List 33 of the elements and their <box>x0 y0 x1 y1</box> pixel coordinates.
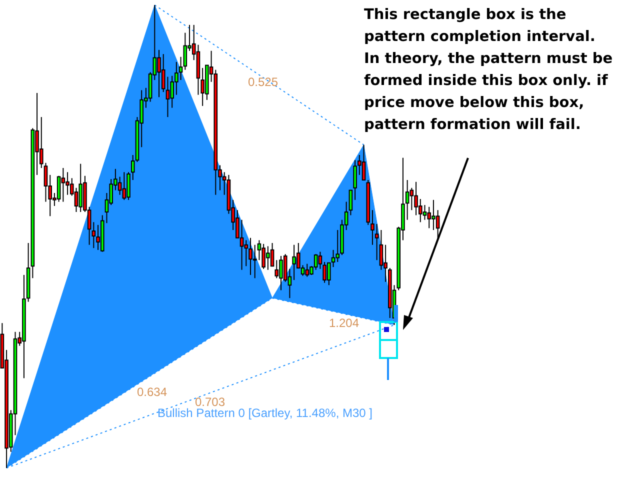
candlestick <box>270 242 274 267</box>
annotation: This rectangle box is the pattern completion interval. In theory, the pattern must be formed inside this box only. if price move below this box, pattern formation will fail. <box>364 6 614 135</box>
candlestick <box>118 176 122 196</box>
candlestick <box>126 172 130 200</box>
candlestick <box>318 251 322 270</box>
candlestick <box>348 190 353 216</box>
annotation: 0.525 <box>248 75 278 89</box>
annotation: 1.204 <box>328 316 360 330</box>
candlestick <box>370 210 374 246</box>
candlestick <box>56 175 61 202</box>
candlestick <box>331 249 336 268</box>
candlestick <box>314 254 318 270</box>
candlestick <box>379 230 384 270</box>
candlestick <box>92 222 96 249</box>
candlestick <box>384 244 388 282</box>
annotation: 0.703 <box>194 395 226 409</box>
candlestick <box>305 263 310 278</box>
candlestick <box>122 172 126 200</box>
annotation: 0.634 <box>136 385 168 399</box>
candlestick <box>74 187 78 212</box>
candlestick <box>374 224 379 261</box>
candlestick <box>61 167 66 202</box>
candlestick <box>252 244 257 279</box>
candlestick <box>362 144 366 181</box>
candlestick <box>410 187 414 211</box>
candlestick <box>248 237 252 276</box>
candlestick <box>405 180 410 220</box>
annotation: Bullish Pattern 0 [Gartley, 11.48%, M30 ] <box>158 406 372 420</box>
candlestick <box>422 204 427 220</box>
candlestick <box>274 260 279 279</box>
candlestick <box>427 206 432 229</box>
candlestick <box>240 219 244 270</box>
candlestick <box>353 160 357 200</box>
